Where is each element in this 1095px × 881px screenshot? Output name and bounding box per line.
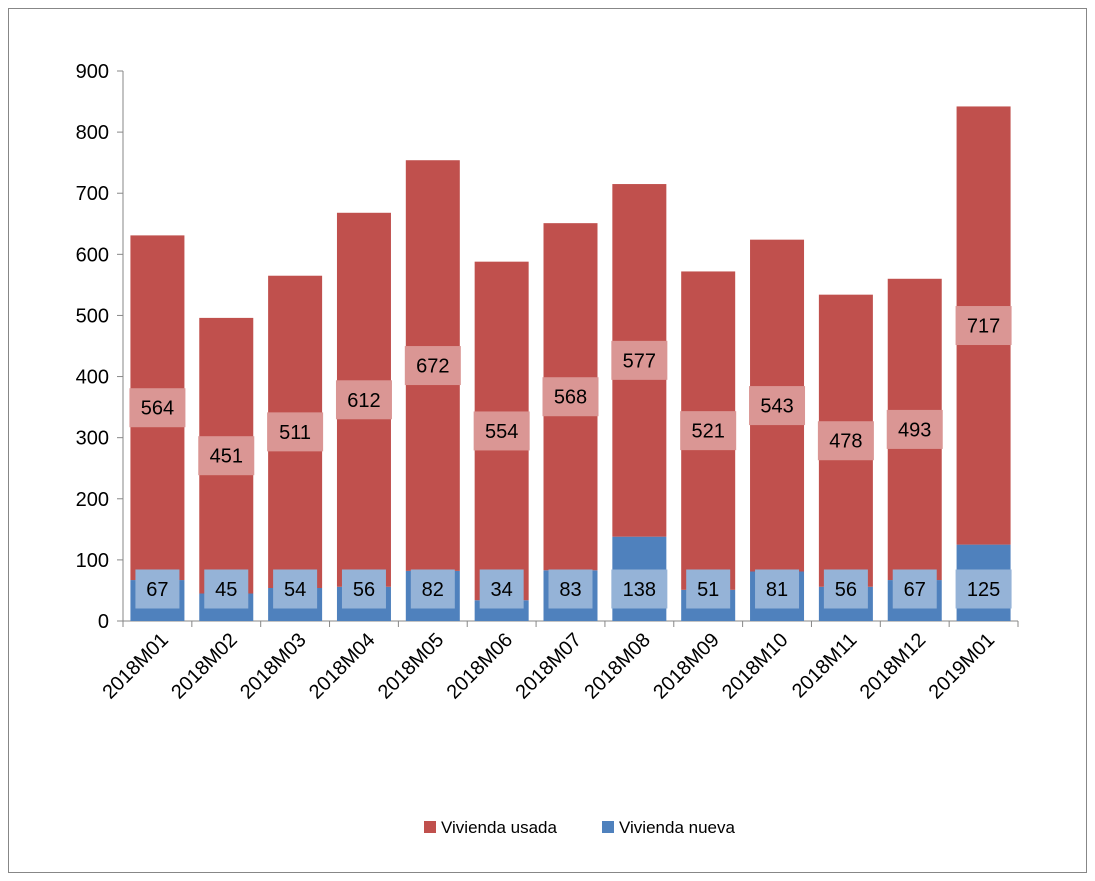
data-label-vivienda-usada: 543: [760, 396, 793, 418]
legend-label: Vivienda nueva: [619, 818, 735, 837]
data-label-box-vivienda-nueva: [204, 569, 249, 609]
data-label-vivienda-nueva: 56: [835, 579, 857, 601]
data-label-vivienda-nueva: 54: [284, 579, 306, 601]
y-tick-label: 0: [98, 611, 109, 633]
data-label-box-vivienda-nueva: [755, 569, 800, 609]
data-label-box-vivienda-nueva: [273, 569, 318, 609]
y-tick-label: 700: [76, 183, 109, 205]
data-label-box-vivienda-usada: [129, 388, 186, 428]
data-label-vivienda-usada: 493: [898, 419, 931, 441]
data-label-vivienda-usada: 451: [210, 446, 243, 468]
data-label-box-vivienda-usada: [335, 380, 392, 420]
data-label-box-vivienda-nueva: [823, 569, 868, 609]
data-label-box-vivienda-usada: [886, 409, 943, 449]
data-label-box-vivienda-nueva: [686, 569, 731, 609]
data-label-vivienda-usada: 717: [967, 316, 1000, 338]
data-label-box-vivienda-usada: [680, 411, 737, 451]
x-tick-label: 2018M01: [98, 629, 173, 704]
x-tick-label: 2018M12: [856, 629, 931, 704]
data-label-vivienda-nueva: 83: [559, 579, 581, 601]
data-label-box-vivienda-nueva: [341, 569, 386, 609]
data-label-vivienda-nueva: 81: [766, 579, 788, 601]
data-label-box-vivienda-usada: [404, 346, 461, 386]
data-label-vivienda-nueva: 67: [146, 579, 168, 601]
data-label-vivienda-nueva: 67: [904, 579, 926, 601]
y-tick-label: 500: [76, 305, 109, 327]
x-tick-label: 2018M06: [443, 629, 518, 704]
data-label-box-vivienda-nueva: [135, 569, 180, 609]
data-label-vivienda-nueva: 82: [422, 579, 444, 601]
y-tick-label: 400: [76, 367, 109, 389]
data-label-vivienda-usada: 521: [692, 421, 725, 443]
data-label-vivienda-usada: 478: [829, 431, 862, 453]
data-label-box-vivienda-nueva: [611, 569, 668, 609]
data-label-box-vivienda-usada: [955, 306, 1012, 346]
y-tick-label: 200: [76, 489, 109, 511]
data-label-box-vivienda-usada: [473, 411, 530, 451]
data-label-box-vivienda-usada: [611, 340, 668, 380]
x-tick-label: 2018M02: [167, 629, 242, 704]
data-label-box-vivienda-usada: [749, 386, 806, 426]
data-label-vivienda-usada: 568: [554, 387, 587, 409]
y-tick-label: 600: [76, 244, 109, 266]
y-tick-label: 900: [76, 61, 109, 83]
data-label-vivienda-usada: 612: [347, 390, 380, 412]
x-tick-label: 2018M10: [718, 629, 793, 704]
data-label-box-vivienda-nueva: [479, 569, 524, 609]
x-tick-label: 2019M01: [925, 629, 1000, 704]
data-label-box-vivienda-nueva: [955, 569, 1012, 609]
x-tick-label: 2018M07: [512, 629, 587, 704]
data-label-box-vivienda-nueva: [410, 569, 455, 609]
data-label-box-vivienda-usada: [817, 421, 874, 461]
data-label-box-vivienda-usada: [542, 377, 599, 417]
data-label-vivienda-nueva: 45: [215, 579, 237, 601]
legend-label: Vivienda usada: [441, 818, 557, 837]
y-tick-label: 800: [76, 122, 109, 144]
x-tick-label: 2018M05: [374, 629, 449, 704]
data-label-vivienda-nueva: 51: [697, 579, 719, 601]
x-tick-label: 2018M11: [788, 629, 861, 702]
legend-swatch: [424, 821, 436, 833]
data-label-vivienda-usada: 511: [279, 422, 311, 444]
data-label-vivienda-usada: 564: [141, 398, 174, 420]
x-tick-label: 2018M08: [580, 629, 655, 704]
data-label-vivienda-usada: 554: [485, 421, 518, 443]
x-tick-label: 2018M09: [649, 629, 724, 704]
data-label-vivienda-nueva: 138: [623, 579, 656, 601]
y-tick-label: 100: [76, 550, 109, 572]
data-label-box-vivienda-usada: [198, 436, 255, 476]
data-label-vivienda-usada: 672: [416, 356, 449, 378]
data-label-box-vivienda-nueva: [892, 569, 937, 609]
data-label-vivienda-usada: 577: [623, 350, 656, 372]
y-tick-label: 300: [76, 428, 109, 450]
data-label-vivienda-nueva: 56: [353, 579, 375, 601]
data-label-vivienda-nueva: 125: [967, 579, 1000, 601]
x-tick-label: 2018M04: [305, 629, 380, 704]
x-tick-label: 2018M03: [236, 629, 311, 704]
data-label-box-vivienda-nueva: [548, 569, 593, 609]
data-label-box-vivienda-usada: [267, 412, 324, 452]
legend-swatch: [602, 821, 614, 833]
data-label-vivienda-nueva: 34: [491, 579, 513, 601]
